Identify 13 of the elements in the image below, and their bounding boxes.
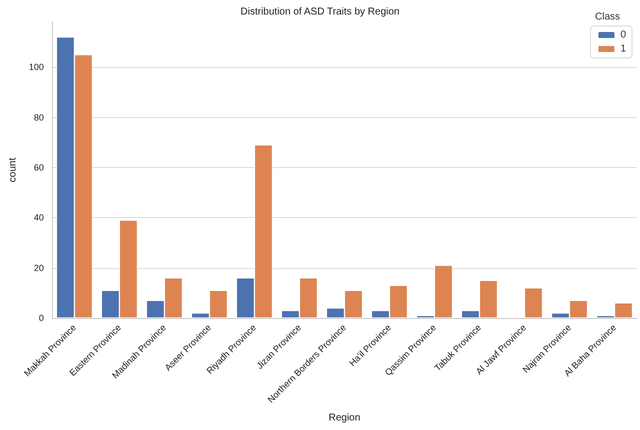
x-axis-title: Region bbox=[328, 412, 360, 424]
y-axis-title: count bbox=[8, 158, 18, 182]
y-tick-label: 40 bbox=[34, 212, 44, 223]
y-tick-label: 20 bbox=[34, 262, 44, 273]
chart-title: Distribution of ASD Traits by Region bbox=[240, 6, 400, 18]
legend-title: Class bbox=[594, 12, 620, 22]
y-tick-label: 60 bbox=[34, 162, 44, 172]
legend-label: 0 bbox=[620, 30, 626, 40]
y-tick-label: 0 bbox=[38, 313, 44, 323]
y-tick-label: 100 bbox=[28, 62, 44, 72]
y-tick-label: 80 bbox=[34, 112, 44, 122]
legend-label: 1 bbox=[620, 44, 626, 54]
bar bbox=[524, 288, 542, 318]
